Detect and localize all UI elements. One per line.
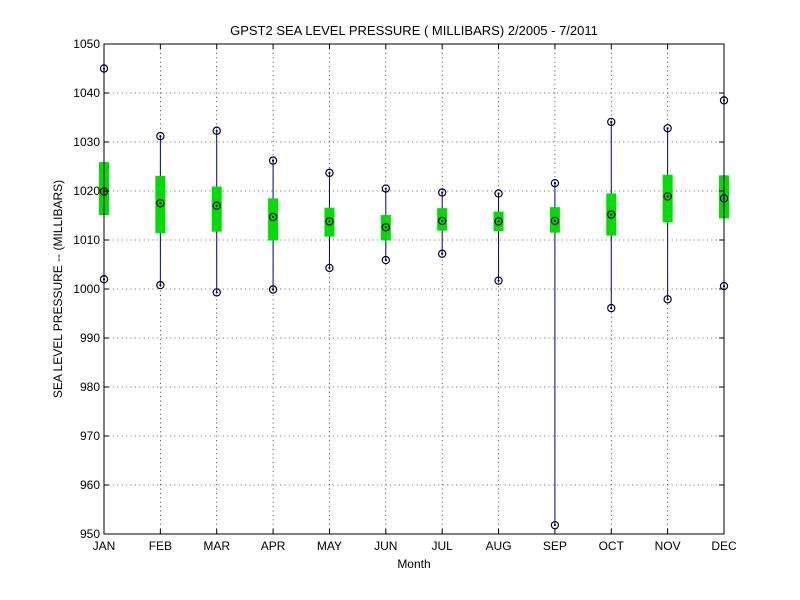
mean-marker: [494, 217, 503, 226]
mean-marker-dot: [441, 219, 444, 222]
max-marker: [325, 168, 334, 178]
max-marker: [663, 124, 672, 133]
y-tick-label: 990: [80, 331, 100, 345]
x-axis-label: Month: [397, 557, 430, 571]
x-tick-label: MAY: [317, 539, 342, 553]
mean-marker: [325, 217, 334, 226]
max-marker: [550, 178, 560, 188]
mean-marker-dot: [159, 202, 162, 205]
mean-marker-dot: [384, 226, 387, 229]
min-marker-dot: [271, 288, 275, 291]
min-marker: [156, 280, 165, 290]
iqr-box: [437, 208, 448, 231]
max-marker-dot: [553, 182, 557, 185]
min-marker: [607, 303, 616, 313]
max-marker-dot: [328, 171, 331, 174]
chart-title: GPST2 SEA LEVEL PRESSURE ( MILLIBARS) 2/…: [230, 23, 598, 38]
max-marker-dot: [441, 191, 444, 194]
x-tick-label: SEP: [543, 539, 567, 553]
max-marker-dot: [666, 127, 669, 130]
mean-marker-dot: [666, 195, 669, 198]
mean-marker-dot: [497, 220, 500, 223]
min-marker: [325, 263, 334, 273]
x-tick-label: FEB: [149, 539, 172, 553]
max-marker: [268, 156, 278, 165]
mean-marker: [607, 210, 616, 219]
min-marker-dot: [384, 258, 387, 262]
mean-marker-dot: [610, 213, 613, 216]
tick-layer: 950 960 970 980 990 1000 1010 1020 1030 1040 1050 J…: [73, 37, 737, 553]
mean-marker: [663, 192, 672, 201]
max-marker: [381, 184, 391, 193]
min-marker-dot: [666, 298, 669, 301]
mean-marker-dot: [215, 204, 218, 207]
x-tick-label: MAR: [203, 539, 230, 553]
min-marker: [381, 255, 391, 265]
x-tick-label: APR: [261, 539, 286, 553]
iqr-box: [155, 175, 166, 234]
min-marker: [437, 249, 447, 258]
x-tick-label: DEC: [711, 539, 737, 553]
min-marker-dot: [328, 266, 331, 270]
y-tick-label: 1010: [73, 233, 100, 247]
min-marker: [494, 276, 503, 285]
max-marker: [437, 188, 447, 197]
y-tick-label: 980: [80, 380, 100, 394]
mean-marker: [268, 212, 278, 222]
mean-marker: [212, 201, 221, 210]
y-tick-label: 1050: [73, 37, 100, 51]
min-marker: [663, 295, 672, 304]
min-marker-dot: [497, 279, 500, 282]
min-marker: [268, 285, 278, 294]
min-marker: [550, 520, 560, 530]
mean-marker: [437, 216, 447, 226]
mean-marker: [381, 223, 391, 232]
x-tick-label: NOV: [655, 539, 681, 553]
mean-marker-dot: [328, 220, 331, 223]
max-marker: [212, 126, 221, 135]
x-tick-label: JUL: [432, 539, 454, 553]
mean-marker: [156, 199, 165, 208]
max-marker-dot: [215, 129, 218, 132]
y-tick-label: 1040: [73, 86, 100, 100]
y-tick-label: 950: [80, 527, 100, 541]
mean-marker: [550, 216, 560, 226]
mean-marker-dot: [271, 215, 275, 219]
y-tick-label: 1030: [73, 135, 100, 149]
max-marker-dot: [610, 120, 613, 124]
x-tick-label: JAN: [93, 539, 116, 553]
min-marker-dot: [553, 524, 557, 527]
x-tick-label: AUG: [486, 539, 512, 553]
max-marker-dot: [271, 159, 275, 162]
max-marker: [607, 117, 616, 127]
y-tick-label: 970: [80, 429, 100, 443]
max-marker: [494, 189, 503, 198]
iqr-box: [268, 198, 279, 241]
max-marker-dot: [159, 135, 162, 138]
y-axis-label: SEA LEVEL PRESSURE -- (MILLIBARS): [51, 180, 65, 398]
mean-marker-dot: [553, 219, 557, 222]
y-tick-label: 1020: [73, 184, 100, 198]
x-tick-label: JUN: [374, 539, 397, 553]
min-marker-dot: [610, 307, 613, 310]
min-marker: [212, 288, 221, 297]
y-tick-label: 960: [80, 478, 100, 492]
max-marker: [156, 131, 165, 141]
min-marker-dot: [441, 252, 444, 255]
y-tick-label: 1000: [73, 282, 100, 296]
iqr-box: [662, 174, 673, 223]
max-marker-dot: [384, 187, 387, 190]
x-tick-label: OCT: [599, 539, 625, 553]
min-marker-dot: [215, 291, 218, 294]
min-marker-dot: [159, 283, 162, 287]
max-marker-dot: [497, 192, 500, 195]
